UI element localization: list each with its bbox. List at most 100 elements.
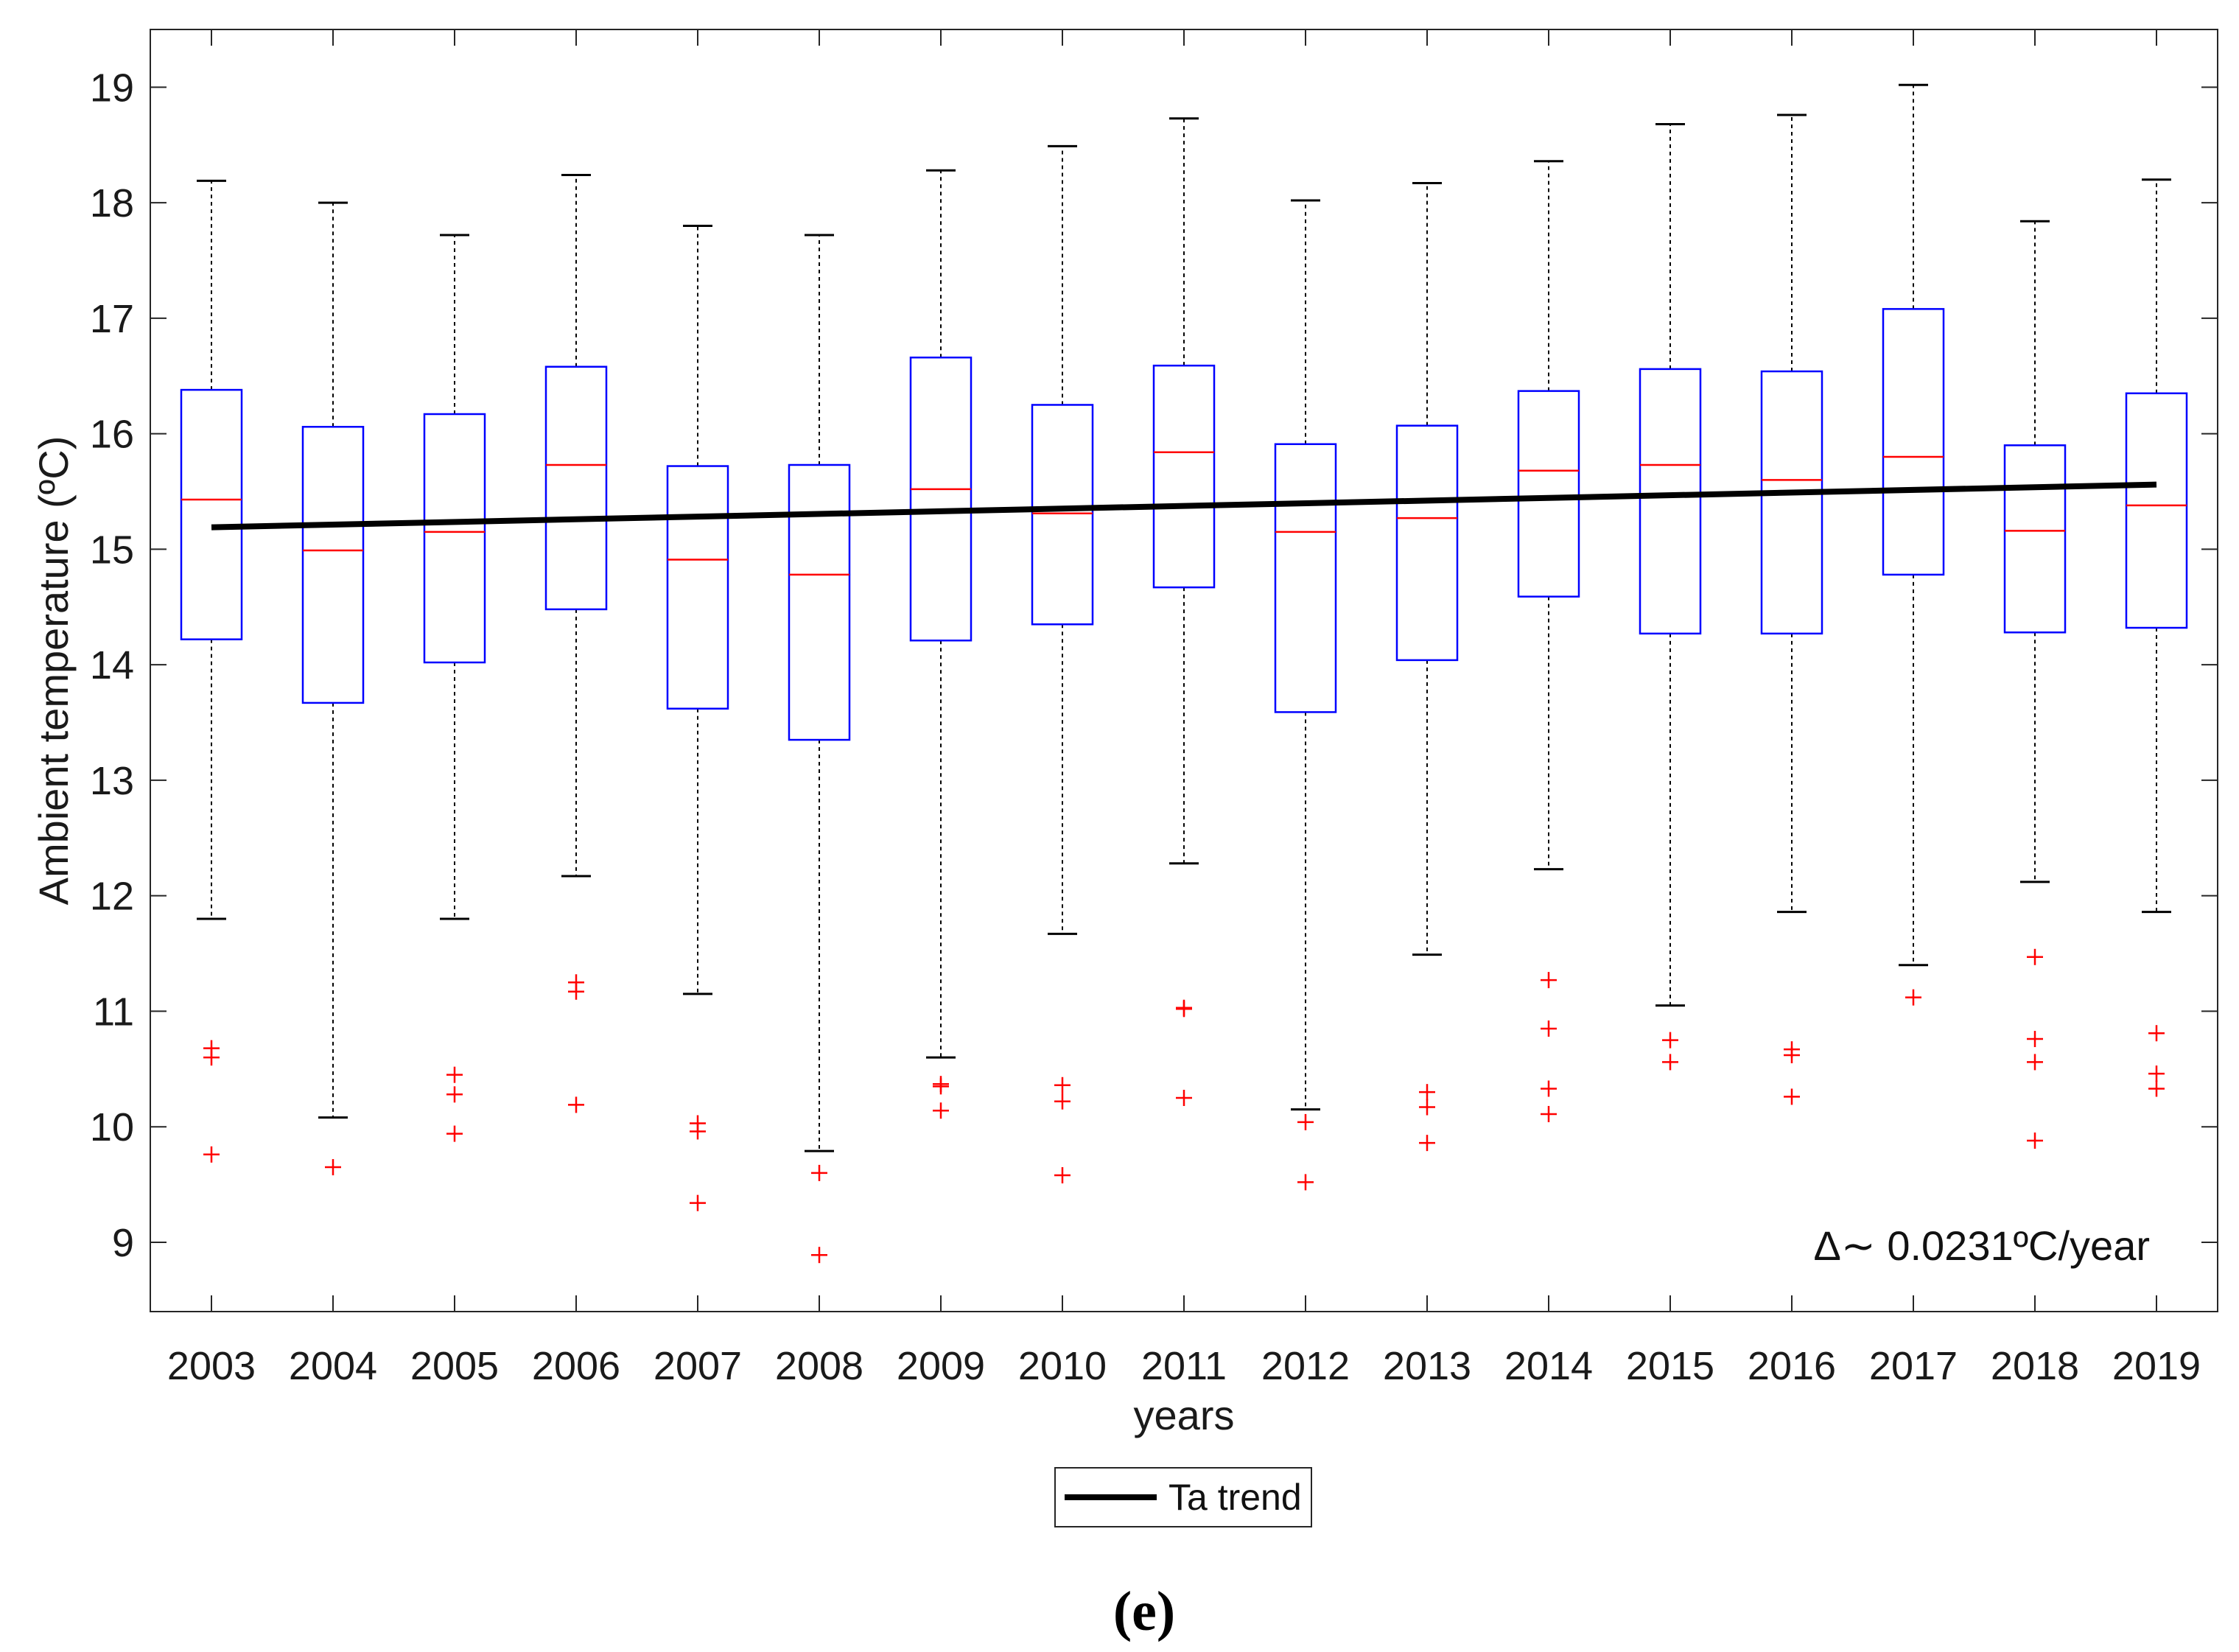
boxes-layer (180, 83, 2188, 1264)
outlier-marker (1054, 1077, 1071, 1093)
iqr-box (423, 413, 486, 664)
iqr-box (909, 356, 973, 642)
outlier-marker (811, 1247, 827, 1264)
outlier-marker (203, 1146, 220, 1163)
outlier-marker (1541, 1080, 1557, 1097)
iqr-box (1517, 390, 1580, 598)
iqr-box (1395, 424, 1459, 662)
outlier-marker (690, 1194, 706, 1211)
box-2003 (180, 179, 243, 1163)
legend-label-ta-trend: Ta trend (1168, 1477, 1302, 1518)
outlier-marker (1784, 1047, 1800, 1063)
outlier-marker (811, 1164, 827, 1181)
box-2015 (1639, 123, 1702, 1071)
y-tick-label: 10 (90, 1105, 134, 1149)
y-tick-label: 12 (90, 875, 134, 919)
y-tick-label: 17 (90, 297, 134, 341)
iqr-box (1031, 404, 1094, 626)
x-tick-label: 2013 (1383, 1344, 1471, 1388)
x-tick-label: 2017 (1869, 1344, 1958, 1388)
outlier-marker (1054, 1167, 1071, 1184)
box-2010 (1031, 144, 1094, 1184)
outlier-marker (1176, 1001, 1192, 1018)
x-tick-label: 2008 (775, 1344, 863, 1388)
outlier-marker (933, 1078, 949, 1095)
y-tick-label: 11 (93, 990, 134, 1034)
box-2011 (1152, 117, 1216, 1106)
y-axis-label: Ambient temperature (ºC) (30, 436, 77, 906)
box-2012 (1274, 199, 1337, 1191)
box-2004 (301, 201, 365, 1176)
outlier-marker (568, 1096, 584, 1113)
iqr-box (2003, 444, 2067, 634)
outlier-marker (1419, 1099, 1435, 1116)
outlier-marker (2148, 1065, 2165, 1082)
outlier-marker (2148, 1080, 2165, 1097)
outlier-marker (446, 1086, 463, 1103)
outlier-marker (2148, 1025, 2165, 1042)
outlier-marker (203, 1049, 220, 1066)
y-tick-label: 15 (90, 528, 134, 572)
box-2013 (1395, 181, 1459, 1152)
y-tick-label: 19 (90, 66, 134, 110)
x-tick-label: 2005 (410, 1344, 499, 1388)
x-axis-label: years (1134, 1392, 1235, 1438)
outlier-marker (568, 983, 584, 1000)
x-tick-label: 2014 (1504, 1344, 1593, 1388)
iqr-box (1882, 308, 1945, 576)
trend-line (211, 481, 2157, 531)
outlier-marker (1784, 1088, 1800, 1105)
x-tick-label: 2006 (532, 1344, 620, 1388)
outlier-marker (1541, 1105, 1557, 1122)
outlier-marker (2027, 948, 2043, 965)
outlier-marker (1054, 1093, 1071, 1110)
x-tick-label: 2004 (289, 1344, 377, 1388)
outlier-marker (1905, 989, 1921, 1006)
y-tick-label: 9 (112, 1221, 134, 1265)
iqr-box (788, 463, 851, 741)
iqr-box (1274, 443, 1337, 713)
iqr-box (666, 465, 729, 710)
box-2006 (544, 174, 608, 1113)
iqr-box (2125, 392, 2188, 629)
outlier-marker (2027, 1133, 2043, 1149)
x-tick-label: 2012 (1261, 1344, 1350, 1388)
x-tick-label: 2007 (654, 1344, 742, 1388)
outlier-marker (446, 1125, 463, 1142)
panel-label: (e) (1113, 1581, 1175, 1642)
box-2007 (666, 224, 729, 1211)
x-tick-label: 2011 (1141, 1344, 1227, 1388)
x-tick-label: 2015 (1626, 1344, 1714, 1388)
box-2017 (1882, 83, 1945, 1006)
iqr-box (301, 425, 365, 704)
outlier-marker (2027, 1031, 2043, 1048)
x-tick-label: 2009 (897, 1344, 985, 1388)
x-tick-label: 2016 (1748, 1344, 1836, 1388)
y-tick-label: 14 (90, 643, 134, 687)
y-tick-label: 13 (90, 759, 134, 803)
outlier-marker (690, 1123, 706, 1140)
trend-layer (211, 481, 2157, 531)
y-tick-label: 16 (90, 413, 134, 457)
outlier-marker (2027, 1054, 2043, 1071)
x-tick-label: 2003 (167, 1344, 256, 1388)
outlier-marker (1541, 972, 1557, 989)
outlier-marker (933, 1102, 949, 1119)
box-2008 (788, 234, 851, 1264)
iqr-box (544, 365, 608, 611)
iqr-box (180, 388, 243, 640)
axes: 9 10 11 12 13 14 15 16 17 18 19 2003 2004 2005 2006 200… (90, 29, 2218, 1388)
x-tick-label: 2019 (2112, 1344, 2201, 1388)
box-2014 (1517, 160, 1580, 1122)
iqr-box (1760, 370, 1823, 635)
outlier-marker (1419, 1135, 1435, 1152)
outlier-marker (1662, 1032, 1678, 1049)
outlier-marker (1297, 1113, 1314, 1130)
iqr-box (1639, 368, 1702, 635)
trend-rate-annotation: Δ∼ 0.0231ºC/year (1813, 1222, 2150, 1269)
outlier-marker (1297, 1174, 1314, 1191)
y-tick-label: 18 (90, 181, 134, 225)
outlier-marker (1541, 1020, 1557, 1037)
outlier-marker (1662, 1054, 1678, 1071)
